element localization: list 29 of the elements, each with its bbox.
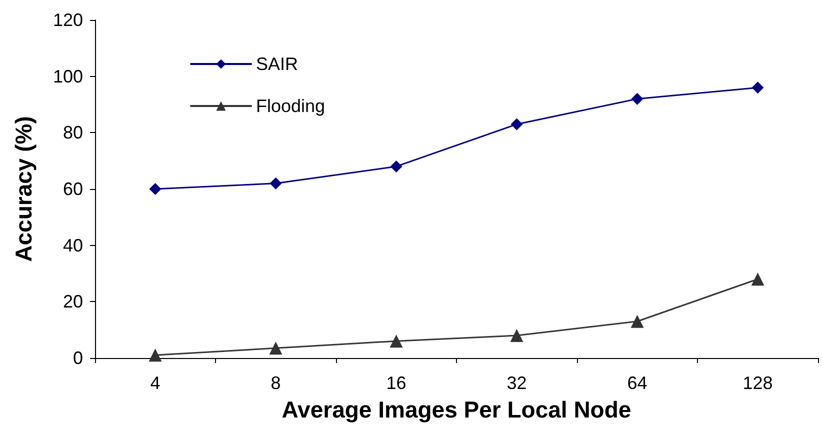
x-tick-label: 32 [506, 373, 527, 393]
point [510, 118, 523, 130]
x-tick-label: 128 [742, 373, 773, 393]
x-tick-label: 4 [150, 373, 160, 393]
legend-label: SAIR [256, 54, 298, 74]
point [270, 177, 282, 190]
x-tick-label: 64 [627, 373, 648, 393]
legend-label: Flooding [256, 96, 326, 116]
y-tick-label: 40 [62, 235, 83, 256]
point [631, 92, 644, 105]
point [148, 348, 162, 362]
point [149, 183, 162, 195]
point [390, 160, 402, 172]
point [390, 334, 403, 348]
y-tick-label: 20 [62, 292, 83, 312]
x-axis-title: Average Images Per Local Node [282, 396, 632, 422]
x-tick-label: 16 [386, 373, 406, 393]
y-tick-label: 60 [62, 179, 83, 199]
x-tick-label: 8 [270, 373, 281, 393]
y-axis-title: Accuracy (%) [10, 116, 36, 262]
y-tick-label: 80 [62, 122, 83, 143]
y-tick-label: 100 [52, 66, 83, 86]
point [752, 82, 764, 94]
point [269, 342, 282, 355]
point [510, 328, 524, 342]
y-tick-label: 120 [52, 10, 83, 30]
y-tick-label: 0 [72, 348, 83, 368]
point [751, 272, 764, 286]
point [630, 314, 644, 328]
